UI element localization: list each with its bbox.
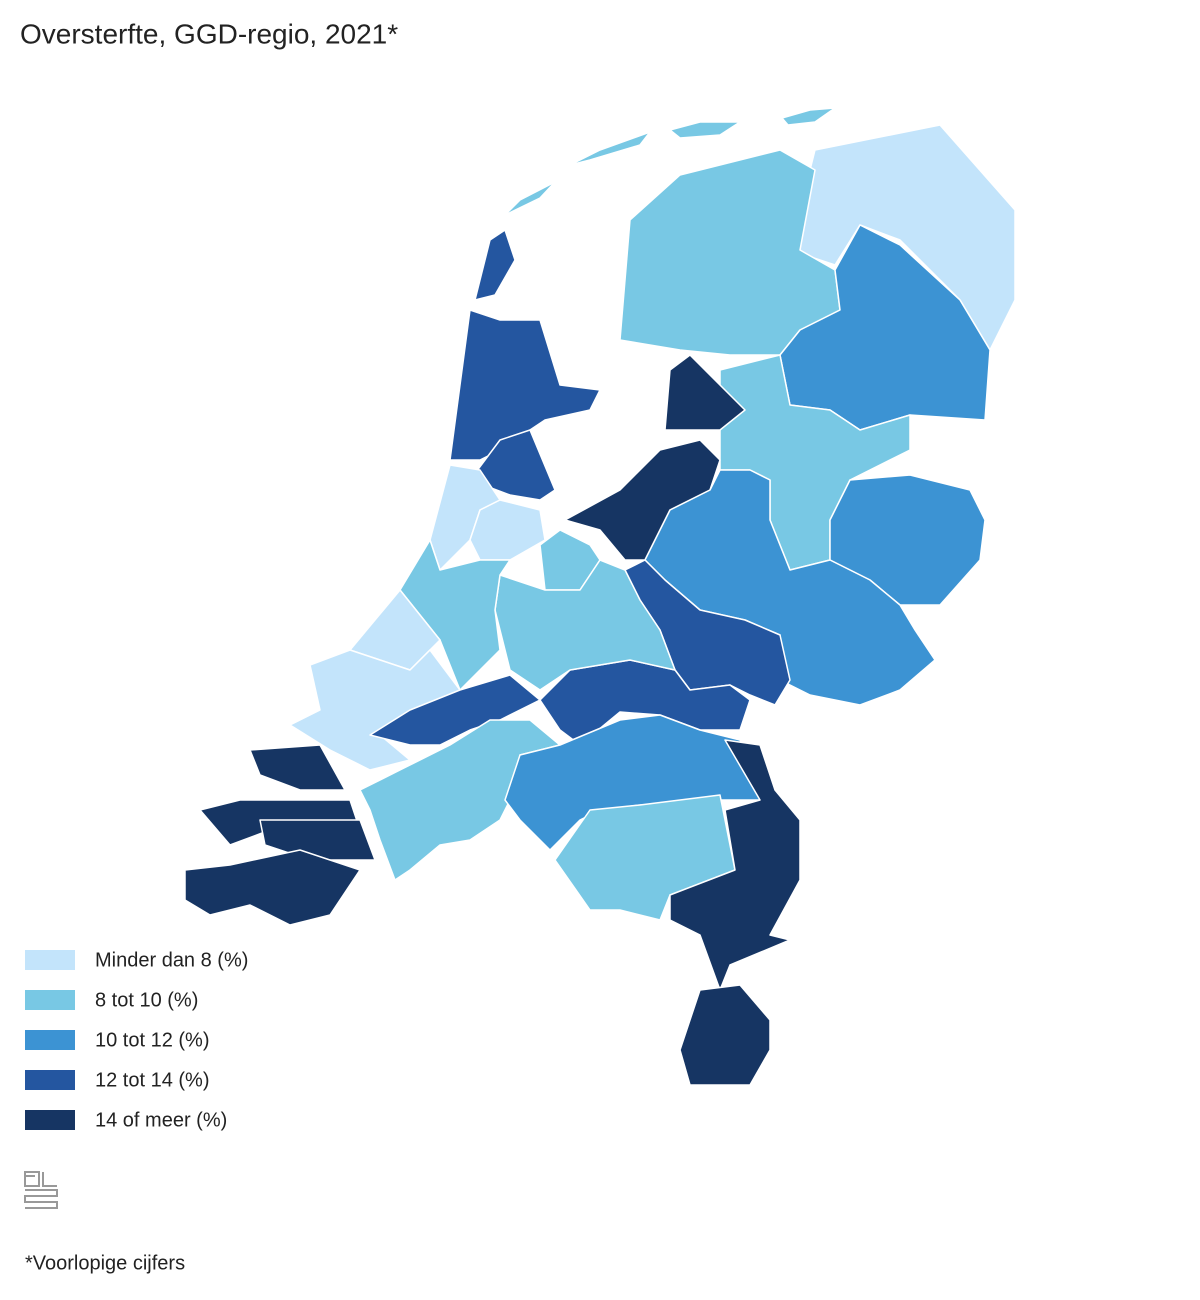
map [184,107,1016,1086]
legend-swatch [25,1030,75,1050]
region [569,131,651,166]
legend-label: 14 of meer (%) [95,1109,227,1131]
legend-label: Minder dan 8 (%) [95,949,248,971]
legend-swatch [25,950,75,970]
region [669,121,741,139]
cbs-logo [24,1171,58,1209]
footnote: *Voorlopige cijfers [25,1252,185,1274]
legend: Minder dan 8 (%) 8 tot 10 (%) 10 tot 12 (%… [25,949,248,1131]
region [679,984,771,1086]
region [249,744,346,791]
legend-label: 10 tot 12 (%) [95,1029,210,1051]
legend-label: 12 tot 14 (%) [95,1069,210,1091]
region [474,229,516,301]
region [469,499,546,561]
region [399,539,511,691]
region [504,181,556,216]
region [781,107,836,126]
title: Oversterfte, GGD-regio, 2021* [20,18,398,49]
region [259,819,376,861]
region [359,719,561,881]
region [664,354,746,431]
region [669,739,801,991]
region [184,849,361,926]
region [469,429,556,501]
legend-swatch [25,990,75,1010]
legend-swatch [25,1070,75,1090]
region [504,714,761,851]
legend-swatch [25,1110,75,1130]
region [494,559,676,691]
region [369,674,541,746]
legend-label: 8 tot 10 (%) [95,989,198,1011]
